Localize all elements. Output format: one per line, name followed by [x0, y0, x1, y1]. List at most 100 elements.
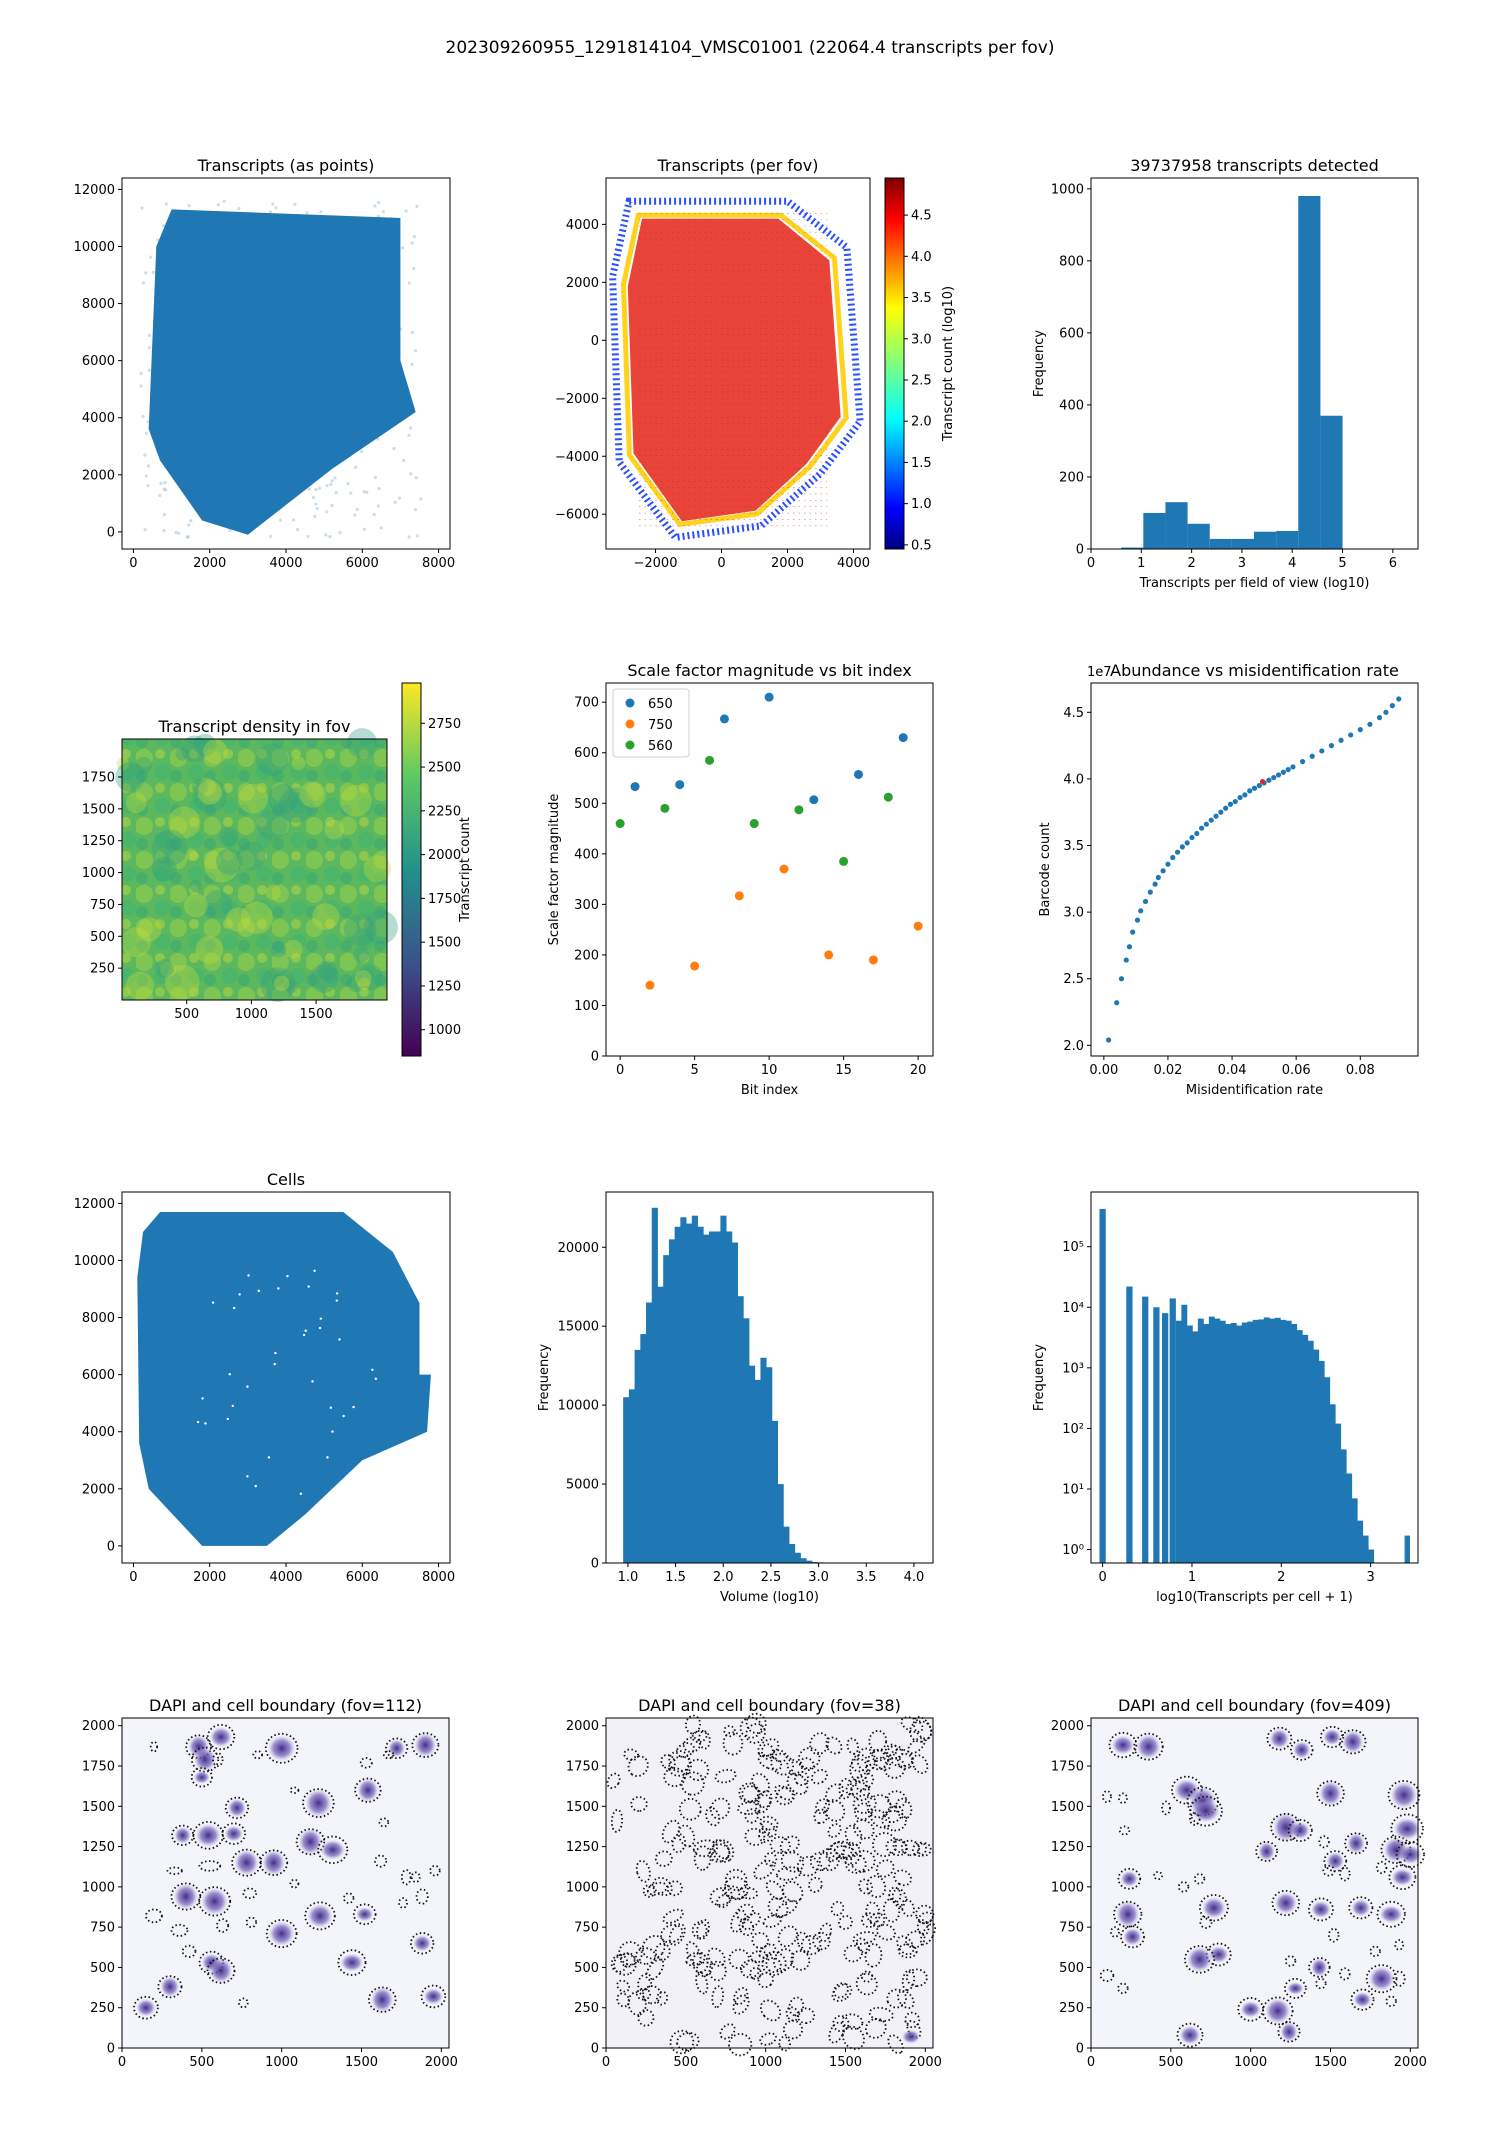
- x-tick-label: 20: [910, 1063, 927, 1078]
- cell-boundary: [790, 1950, 811, 1971]
- y-tick-label: 2000: [82, 1719, 115, 1734]
- cell-boundary: [786, 1772, 809, 1795]
- cell-boundary: [170, 1882, 202, 1911]
- histogram-bar: [1404, 1535, 1410, 1563]
- nucleus: [1310, 1900, 1331, 1919]
- density-heatmap: [122, 739, 387, 1000]
- sparse-point: [216, 203, 220, 207]
- sparse-point: [268, 210, 273, 214]
- chart-title: Transcripts (per fov): [657, 156, 819, 175]
- cell-boundary: [712, 1839, 731, 1860]
- histogram-bar: [1351, 1498, 1358, 1563]
- cell-boundary: [620, 1952, 636, 1968]
- gap-dot: [238, 1293, 241, 1296]
- cell-boundary: [869, 1809, 891, 1829]
- cell-boundary: [691, 1921, 708, 1939]
- cell-boundary: [842, 1842, 861, 1866]
- sparse-point: [409, 472, 413, 476]
- cell-boundary: [685, 1714, 701, 1735]
- cell-boundary: [759, 2032, 777, 2046]
- point-560: [839, 856, 849, 866]
- histogram-bar: [686, 1223, 693, 1563]
- cell-boundary: [714, 1768, 737, 1784]
- cell-boundary: [411, 1732, 440, 1758]
- barcode-point: [1160, 868, 1166, 874]
- cell-boundary: [867, 1748, 889, 1771]
- cell-boundary: [354, 1777, 382, 1803]
- density-blob: [236, 841, 266, 871]
- histogram-bar: [1307, 1340, 1314, 1563]
- histogram-bar: [1192, 1331, 1199, 1563]
- cell-boundary: [733, 1987, 749, 2006]
- colorbar-tick-label: 1250: [428, 979, 461, 994]
- cell-boundary: [889, 1748, 914, 1768]
- cell-boundary: [198, 1886, 232, 1917]
- gap-dot: [326, 1456, 329, 1459]
- density-blob: [346, 728, 378, 759]
- cell-boundary: [759, 1815, 779, 1831]
- cell-boundary: [740, 1959, 761, 1979]
- nucleus: [1368, 1966, 1395, 1992]
- sparse-point: [381, 209, 385, 214]
- density-blob: [192, 778, 227, 813]
- density-blob: [284, 979, 298, 994]
- nucleus: [1136, 1734, 1161, 1760]
- x-tick-label: 4000: [837, 556, 870, 571]
- axes-frame: [605, 1191, 934, 1564]
- cell-boundary: [829, 1840, 853, 1860]
- y-tick-label: 1750: [82, 1760, 115, 1775]
- x-tick-label: 2000: [193, 1570, 226, 1585]
- gap-dot: [286, 1274, 289, 1278]
- x-tick-label: 1500: [300, 1007, 333, 1022]
- density-blob: [238, 783, 269, 814]
- sparse-point: [376, 437, 380, 441]
- cell-boundary: [669, 2029, 695, 2055]
- sparse-point: [147, 346, 151, 350]
- x-tick-label: 2: [1277, 1570, 1285, 1585]
- density-blob: [198, 777, 217, 796]
- gap-dot: [319, 1317, 323, 1320]
- gap-dot: [246, 1385, 249, 1388]
- barcode-point: [1155, 874, 1161, 881]
- cell-boundary: [627, 1991, 647, 2016]
- gap-dot: [228, 1373, 231, 1376]
- cell-boundary: [157, 1975, 183, 1999]
- y-tick-label: 4000: [566, 218, 599, 233]
- point-750: [690, 961, 700, 971]
- cell-boundary: [827, 1823, 842, 1838]
- cell-boundary: [875, 1859, 895, 1878]
- cell-boundary: [675, 1742, 695, 1758]
- histogram-bar: [1280, 1319, 1287, 1563]
- nucleus: [1240, 2000, 1262, 2018]
- cell-boundary: [812, 1931, 831, 1951]
- sparse-point: [325, 510, 329, 514]
- nucleus: [340, 1953, 364, 1972]
- sparse-point: [359, 449, 364, 454]
- legend: 650 750 560: [612, 688, 690, 758]
- histogram-bar: [720, 1215, 727, 1563]
- nucleus: [414, 1732, 437, 1758]
- histogram-bar: [1296, 1330, 1303, 1563]
- cell-boundary: [855, 1937, 871, 1954]
- cell-boundary: [892, 1838, 908, 1854]
- colorbar-gradient: [884, 177, 905, 550]
- cell-boundary: [886, 1790, 907, 1808]
- y-tick-label: 15000: [558, 1320, 599, 1335]
- histogram-bar: [1203, 1323, 1210, 1563]
- cell-boundary: [224, 1796, 250, 1820]
- cell-boundary: [242, 1887, 258, 1900]
- nucleus: [1353, 1991, 1372, 2008]
- cell-boundary: [858, 1878, 873, 1895]
- colorbar-tick-label: 0.5: [911, 538, 932, 553]
- cell-boundary: [833, 1982, 849, 1999]
- cell-boundary: [668, 1923, 686, 1946]
- density-blob: [256, 809, 288, 841]
- chart-title: 39737958 transcripts detected: [1130, 156, 1379, 175]
- y-axis-label: Frequency: [1032, 330, 1047, 397]
- cell-boundary: [641, 1934, 666, 1960]
- cell-boundary: [825, 1783, 845, 1803]
- barcode-point: [1275, 772, 1282, 778]
- y-tick-label: 1000: [1051, 1880, 1084, 1895]
- nucleus: [1393, 1817, 1421, 1840]
- legend-marker: [625, 740, 635, 750]
